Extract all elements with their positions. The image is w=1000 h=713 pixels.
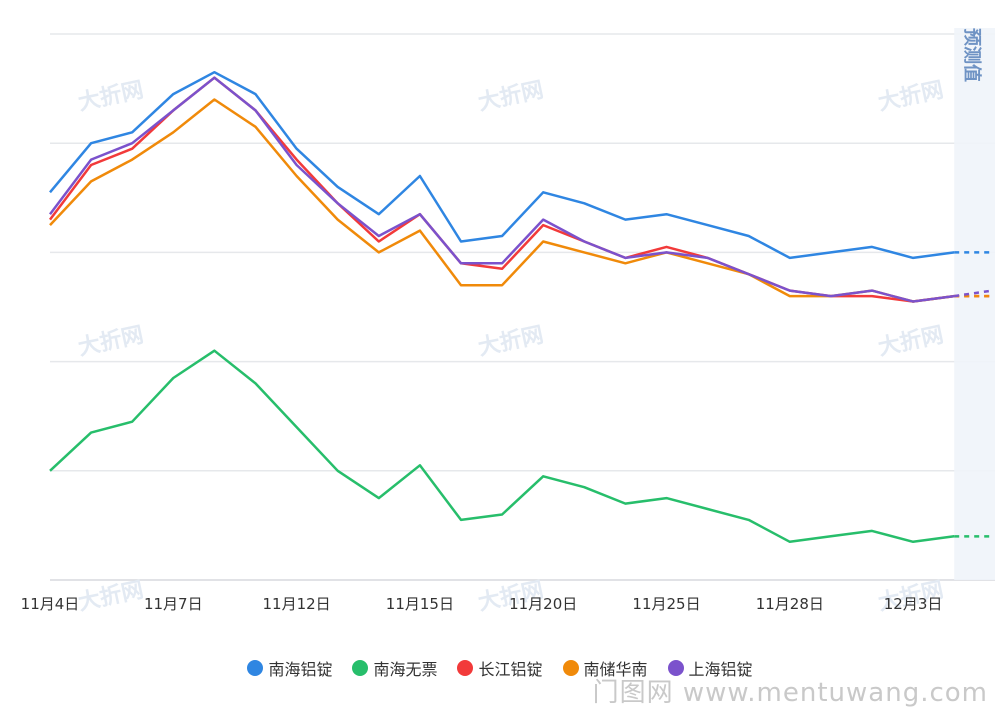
x-tick-label: 11月4日 — [21, 595, 80, 613]
x-tick-label: 11月7日 — [144, 595, 203, 613]
forecast-shade — [954, 28, 995, 580]
series-line-3 — [49, 98, 955, 303]
series-line-1 — [49, 349, 955, 544]
legend-label: 长江铝锭 — [478, 660, 543, 679]
legend-item[interactable]: 南海无票 — [352, 656, 437, 680]
legend-dot-icon — [352, 660, 369, 676]
x-tick-label: 11月15日 — [386, 595, 454, 613]
site-watermark: 门图网 www.mentuwang.com — [592, 678, 988, 708]
forecast-label: 预测值 — [961, 28, 983, 82]
chart-watermark: 大折网 — [476, 78, 546, 116]
chart-watermark: 大折网 — [476, 323, 546, 361]
legend-label: 上海铝锭 — [688, 660, 753, 679]
legend-dot-icon — [562, 660, 579, 676]
grid-lines — [50, 33, 995, 581]
x-tick-label: 12月3日 — [884, 595, 943, 613]
legend-item[interactable]: 上海铝锭 — [667, 656, 753, 680]
legend-item[interactable]: 长江铝锭 — [457, 656, 543, 680]
legend-label: 南海铝锭 — [268, 660, 333, 679]
chart-watermark: 大折网 — [76, 323, 146, 361]
chart-watermark: 大折网 — [76, 78, 146, 116]
legend-item[interactable]: 南储华南 — [562, 656, 648, 680]
x-tick-label: 11月28日 — [756, 595, 824, 613]
x-axis: 11月4日 11月7日 11月12日 11月15日 11月20日 11月25日 11月28日… — [21, 595, 943, 613]
legend: 南海铝锭 南海无票 长江铝锭 南储华南 上海铝锭 — [0, 655, 1000, 681]
legend-dot-icon — [247, 660, 264, 676]
legend-label: 南储华南 — [583, 660, 648, 679]
series-line-4 — [49, 76, 955, 303]
legend-item[interactable]: 南海铝锭 — [247, 656, 332, 680]
x-tick-label: 11月20日 — [509, 595, 577, 613]
x-tick-label: 11月12日 — [263, 595, 331, 613]
series-line-0 — [49, 70, 955, 260]
legend-dot-icon — [667, 660, 684, 676]
series-lines — [49, 70, 993, 544]
legend-dot-icon — [457, 660, 474, 676]
chart-watermark: 大折网 — [876, 78, 946, 116]
series-forecast-4 — [954, 289, 993, 298]
legend-label: 南海无票 — [373, 660, 438, 679]
forecast-region: 预测值 — [954, 28, 995, 580]
chart-watermark: 大折网 — [876, 323, 946, 361]
chart-watermark: 大折网 — [76, 578, 146, 616]
x-tick-label: 11月25日 — [632, 595, 700, 613]
